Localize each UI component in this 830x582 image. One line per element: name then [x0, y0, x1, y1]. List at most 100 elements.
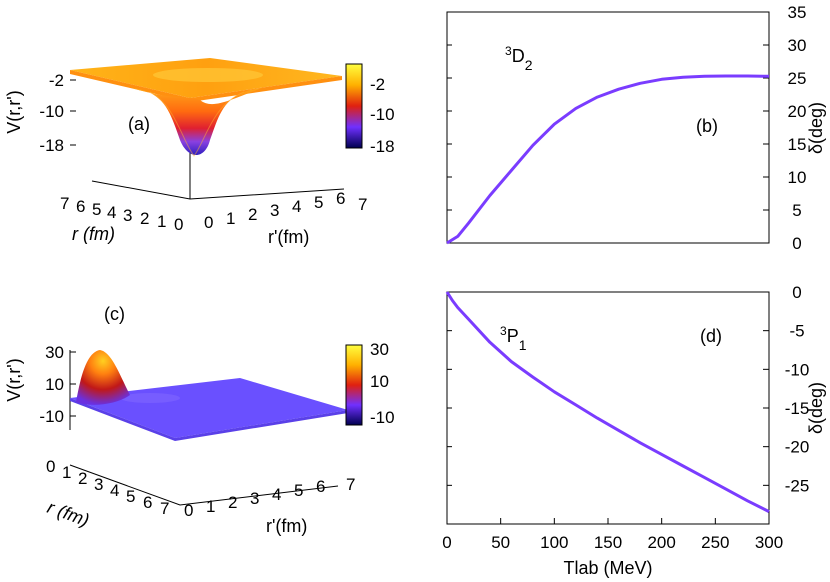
- panel-d-xlabel: Tlab (MeV): [563, 558, 652, 578]
- panel-d-ytick-2: -10: [785, 360, 810, 379]
- panel-a-plateau-edge: [70, 70, 342, 102]
- svg-text:6: 6: [143, 493, 152, 512]
- panel-c-hump: [76, 350, 130, 405]
- panel-b-series-line: [446, 74, 770, 245]
- panel-a-well: [132, 88, 262, 155]
- svg-text:0: 0: [184, 501, 193, 520]
- svg-text:6: 6: [336, 189, 345, 208]
- panel-c-label: (c): [104, 304, 125, 324]
- panel-d-xtick-4: 200: [647, 533, 675, 552]
- panel-c-rp-ticks: 0 1 2 3 4 5 6 7: [184, 475, 355, 520]
- panel-b: 0 5 10 15 20 25 30 35 3D2 (b) δ(deg): [446, 3, 826, 253]
- svg-text:0: 0: [174, 215, 183, 234]
- panel-d-annotation: 3P1: [500, 324, 527, 353]
- panel-d-ytick-4: -20: [785, 438, 810, 457]
- svg-text:2: 2: [228, 493, 237, 512]
- panel-b-ytick-2: 10: [788, 168, 807, 187]
- svg-text:0: 0: [46, 457, 55, 476]
- panel-c-r-ticks: 0 1 2 3 4 5 6 7: [46, 457, 169, 518]
- panel-d-ytick-1: -5: [789, 322, 804, 341]
- panel-b-ytick-4: 20: [788, 102, 807, 121]
- panel-d-xtick-2: 100: [540, 533, 568, 552]
- panel-c-ztick-2: -10: [39, 407, 64, 426]
- panel-d-xtick-3: 150: [594, 533, 622, 552]
- svg-text:3: 3: [270, 201, 279, 220]
- svg-text:7: 7: [160, 499, 169, 518]
- panel-d-xtick-6: 300: [755, 533, 783, 552]
- panel-b-ytick-6: 30: [788, 36, 807, 55]
- panel-d-yticks: 0 -5 -10 -15 -20 -25: [447, 283, 809, 495]
- panel-a-r-ticks: 7 6 5 4 3 2 1 0: [60, 194, 183, 234]
- panel-b-ytick-3: 15: [788, 135, 807, 154]
- panel-c-ztick-1: 10: [45, 375, 64, 394]
- svg-text:0: 0: [204, 213, 213, 232]
- panel-a-ylabel: r'(fm): [268, 227, 309, 247]
- svg-text:2: 2: [78, 469, 87, 488]
- panel-b-ytick-0: 0: [792, 234, 801, 253]
- panel-c-ridge: [120, 393, 180, 403]
- svg-text:3: 3: [94, 475, 103, 494]
- svg-text:4: 4: [107, 203, 116, 222]
- panel-d-xtick-0: 0: [442, 533, 451, 552]
- svg-text:6: 6: [316, 477, 325, 496]
- panel-d-xtick-5: 250: [701, 533, 729, 552]
- panel-d: 0 -5 -10 -15 -20 -25 0 50 100 150 200 250 300 3P1 (…: [442, 283, 826, 578]
- panel-c-zlabel: V(r,r'): [4, 358, 24, 401]
- panel-d-ytick-3: -15: [785, 399, 810, 418]
- svg-text:4: 4: [110, 481, 119, 500]
- panel-c-cbtick-0: 30: [370, 340, 389, 359]
- svg-text:4: 4: [272, 485, 281, 504]
- panel-b-ytick-1: 5: [792, 201, 801, 220]
- panel-b-frame: [446, 11, 770, 244]
- svg-text:4: 4: [292, 197, 301, 216]
- panel-c-colorbar: [345, 344, 363, 426]
- panel-c-ylabel: r'(fm): [266, 516, 307, 536]
- panel-c-ztick-0: 30: [45, 343, 64, 362]
- panel-a-ztick-1: -10: [39, 102, 64, 121]
- panel-c-cbtick-1: 10: [370, 372, 389, 391]
- panel-c-cbtick-2: -10: [370, 408, 395, 427]
- panel-a-ztick-0: -2: [49, 71, 64, 90]
- panel-b-yticks: 0 5 10 15 20 25 30 35: [447, 3, 806, 253]
- panel-c-plane-edge: [70, 398, 348, 441]
- panel-a-cbtick-1: -10: [370, 105, 395, 124]
- panel-d-label: (d): [700, 326, 722, 346]
- panel-a-label: (a): [128, 114, 150, 134]
- panel-c-floor-axes: [69, 464, 339, 506]
- svg-text:6: 6: [76, 197, 85, 216]
- panel-a-plateau-highlight: [153, 68, 263, 82]
- panel-a-well-contour: [149, 91, 245, 157]
- panel-a-cbtick-0: -2: [370, 75, 385, 94]
- panel-d-ytick-0: 0: [792, 283, 801, 302]
- svg-text:7: 7: [358, 195, 367, 214]
- panel-b-ytick-5: 25: [788, 69, 807, 88]
- svg-text:3: 3: [123, 206, 132, 225]
- panel-a-ztick-2: -18: [39, 136, 64, 155]
- panel-a-cbtick-2: -18: [370, 137, 395, 156]
- panel-b-annotation: 3D2: [505, 44, 533, 73]
- svg-text:2: 2: [140, 209, 149, 228]
- svg-text:5: 5: [314, 193, 323, 212]
- panel-d-xtick-1: 50: [491, 533, 510, 552]
- panel-a-rp-ticks: 0 1 2 3 4 5 6 7: [204, 189, 367, 232]
- panel-b-ylabel: δ(deg): [806, 102, 826, 154]
- panel-d-ylabel: δ(deg): [806, 382, 826, 434]
- panel-d-ytick-5: -25: [785, 476, 810, 495]
- panel-a-floor-axes: [91, 180, 345, 200]
- panel-b-ytick-7: 35: [788, 3, 807, 22]
- svg-text:3: 3: [250, 489, 259, 508]
- svg-text:1: 1: [226, 209, 235, 228]
- panel-d-xticks: 0 50 100 150 200 250 300: [442, 518, 783, 552]
- panel-c-xlabel: r (fm): [45, 497, 92, 530]
- svg-text:1: 1: [62, 463, 71, 482]
- svg-text:1: 1: [206, 497, 215, 516]
- svg-text:1: 1: [157, 212, 166, 231]
- svg-text:5: 5: [294, 481, 303, 500]
- panel-a-zlabel: V(r,r'): [4, 90, 24, 133]
- svg-text:7: 7: [346, 475, 355, 494]
- panel-c-plane: [70, 378, 348, 438]
- svg-text:2: 2: [248, 205, 257, 224]
- panel-b-label: (b): [696, 116, 718, 136]
- svg-text:5: 5: [92, 200, 101, 219]
